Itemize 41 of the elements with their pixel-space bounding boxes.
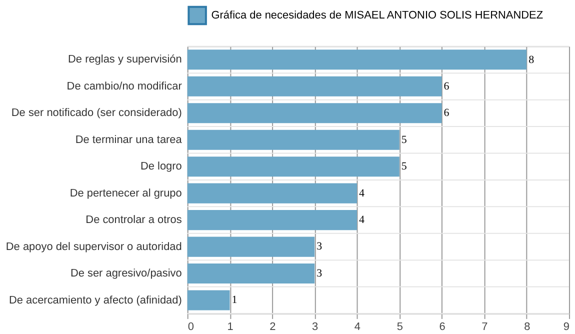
legend-label: Gráfica de necesidades de MISAEL ANTONIO SOLIS HERNANDEZ <box>211 10 544 22</box>
data-label: 5 <box>401 134 408 146</box>
y-tick-label: De controlar a otros <box>86 214 182 226</box>
x-tick-label: 4 <box>354 320 361 333</box>
y-tick-label: De ser agresivo/pasivo <box>70 268 182 280</box>
data-label: 3 <box>316 267 323 280</box>
bar <box>187 210 357 230</box>
x-tick-label: 5 <box>396 320 403 333</box>
y-tick-label: De acercamiento y afecto (afinidad) <box>8 294 182 306</box>
bar <box>187 290 230 310</box>
data-label: 8 <box>528 54 535 66</box>
bar <box>187 103 442 124</box>
x-tick-label: 2 <box>270 320 276 333</box>
bar <box>187 130 400 150</box>
y-tick-label: De ser notificado (ser considerado) <box>11 107 182 120</box>
bar <box>187 183 357 204</box>
data-label: 4 <box>358 214 365 226</box>
data-label: 1 <box>232 294 238 306</box>
x-tick-label: 3 <box>312 320 318 333</box>
x-tick-label: 9 <box>563 320 570 333</box>
bar <box>187 156 400 177</box>
data-label: 4 <box>358 187 365 200</box>
y-tick-label: De pertenecer al grupo <box>70 187 182 200</box>
x-tick-label: 0 <box>188 320 194 333</box>
y-tick-label: De terminar una tarea <box>75 134 183 146</box>
x-tick-label: 8 <box>524 320 530 333</box>
y-tick-label: De logro <box>140 160 182 173</box>
bar <box>187 236 315 257</box>
x-tick-label: 6 <box>439 320 446 333</box>
y-tick-label: De apoyo del supervisor o autoridad <box>6 240 182 253</box>
bar <box>187 264 315 284</box>
y-tick-label: De cambio/no modificar <box>66 80 182 92</box>
bar <box>187 76 442 96</box>
x-tick-label: 1 <box>227 320 234 333</box>
x-tick-label: 7 <box>482 320 488 333</box>
data-label: 3 <box>316 240 323 253</box>
data-label: 6 <box>444 107 450 120</box>
y-tick-label: De reglas y supervisión <box>68 54 182 66</box>
bar <box>187 50 527 70</box>
data-label: 6 <box>444 80 450 92</box>
data-label: 5 <box>401 160 408 173</box>
